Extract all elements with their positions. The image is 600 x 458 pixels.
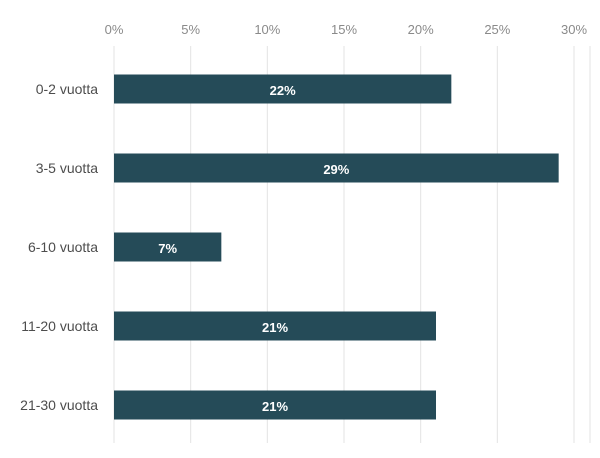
category-label: 3-5 vuotta (36, 160, 98, 176)
x-tick-label: 30% (561, 22, 587, 37)
x-tick-label: 5% (181, 22, 200, 37)
x-tick-label: 25% (484, 22, 510, 37)
data-label: 22% (270, 83, 296, 98)
category-label: 11-20 vuotta (21, 318, 98, 334)
category-label: 0-2 vuotta (36, 81, 98, 97)
x-tick-label: 10% (254, 22, 280, 37)
bar (114, 390, 436, 420)
x-tick-label: 15% (331, 22, 357, 37)
category-label: 21-30 vuotta (20, 397, 98, 413)
data-labels: 22% 29% 7% 21% 21% (158, 83, 350, 414)
data-label: 29% (323, 162, 349, 177)
category-label: 6-10 vuotta (28, 239, 98, 255)
bar (114, 232, 222, 262)
bars (114, 74, 559, 420)
bar (114, 74, 452, 104)
category-labels: 0-2 vuotta 3-5 vuotta 6-10 vuotta 11-20 vuo… (20, 81, 98, 413)
x-tick-label: 20% (408, 22, 434, 37)
bar (114, 153, 559, 183)
x-axis-ticks: 0% 5% 10% 15% 20% 25% 30% (105, 22, 588, 37)
data-label: 21% (262, 399, 288, 414)
data-label: 7% (158, 241, 177, 256)
data-label: 21% (262, 320, 288, 335)
x-tick-label: 0% (105, 22, 124, 37)
gridlines (113, 46, 591, 443)
bar (114, 311, 436, 341)
